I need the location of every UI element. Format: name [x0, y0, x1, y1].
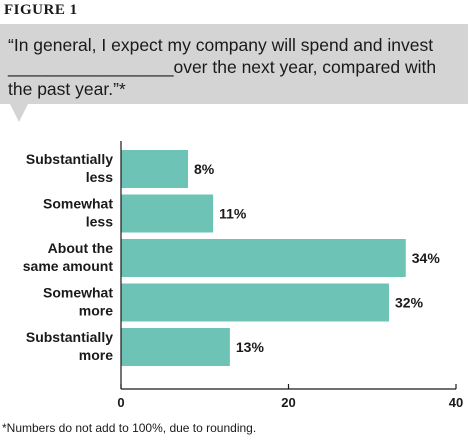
bar-value-label-1: 11%	[219, 206, 247, 222]
bar-value-label-0: 8%	[194, 161, 215, 177]
footnote: *Numbers do not add to 100%, due to roun…	[2, 421, 257, 435]
category-label-2-0: About the	[48, 240, 114, 256]
bar-4	[121, 328, 230, 366]
x-tick-label-2: 40	[449, 395, 463, 410]
category-label-1-1: less	[86, 214, 113, 230]
bar-0	[121, 150, 188, 188]
category-label-0-0: Substantially	[26, 151, 113, 167]
bar-value-label-3: 32%	[395, 295, 424, 311]
question-line-3: the past year.”*	[8, 79, 126, 99]
category-label-4-0: Substantially	[26, 329, 113, 345]
bar-value-label-2: 34%	[412, 250, 441, 266]
bar-value-label-4: 13%	[236, 339, 265, 355]
category-label-0-1: less	[86, 169, 113, 185]
category-label-3-0: Somewhat	[43, 285, 113, 301]
figure-label: FIGURE 1	[4, 2, 78, 18]
category-label-3-1: more	[79, 303, 113, 319]
question-blank: _________________	[8, 57, 174, 77]
survey-question: “In general, I expect my company will sp…	[8, 34, 463, 100]
category-label-1-0: Somewhat	[43, 196, 113, 212]
category-label-2-1: same amount	[23, 258, 114, 274]
bar-2	[121, 239, 406, 277]
x-tick-label-1: 20	[281, 395, 295, 410]
question-line-1: “In general, I expect my company will sp…	[8, 35, 434, 55]
x-tick-label-0: 0	[117, 395, 124, 410]
question-line-2-text: over the next year, compared with	[173, 57, 437, 77]
bar-3	[121, 283, 389, 322]
quote-callout-pointer	[10, 104, 28, 122]
question-line-2: _________________over the next year, com…	[8, 56, 463, 78]
bar-1	[121, 194, 214, 233]
category-label-4-1: more	[79, 347, 113, 363]
quote-callout	[0, 24, 468, 104]
